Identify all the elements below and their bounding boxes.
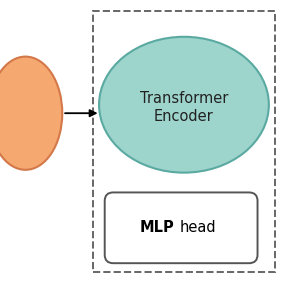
Bar [93, 11, 275, 272]
Ellipse shape [99, 37, 269, 173]
Ellipse shape [0, 57, 62, 170]
Text: head: head [180, 220, 216, 235]
Text: MLP: MLP [140, 220, 174, 235]
Text: Transformer
Encoder: Transformer Encoder [140, 91, 228, 124]
FancyBboxPatch shape [105, 192, 258, 263]
